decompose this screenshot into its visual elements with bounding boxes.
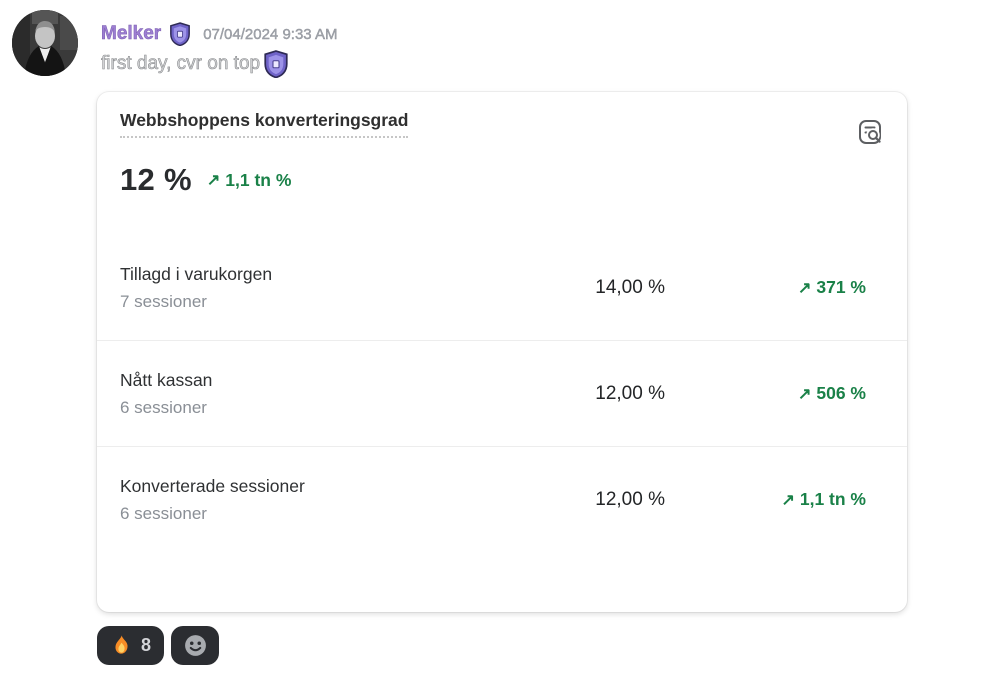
row-label: Nått kassan [120,369,213,390]
trend-up-arrow-icon: ↗ [781,491,795,509]
row-label: Konverterade sessioner [120,475,305,496]
trend-up-arrow-icon: ↗ [797,279,812,297]
message-text: first day, cvr on top [101,53,261,75]
row-sessions: 6 sessioner [120,503,207,523]
message-header: Melker 07/04/2024 9:33 AM [101,20,338,48]
trend-up-arrow-icon: ↗ [797,385,812,403]
row-change: ↗ 1,1 tn % [781,489,883,510]
reaction-fire[interactable]: 8 [97,626,165,665]
row-left: Konverterade sessioner 6 sessioner [120,476,515,524]
funnel-row-converted-sessions: Konverterade sessioner 6 sessioner 12,00… [97,446,907,552]
row-change: ↗ 506 % [798,383,883,404]
reaction-count: 8 [141,635,152,655]
row-change-value: 1,1 tn % [799,489,866,509]
row-value: 12,00 % [595,382,665,404]
add-reaction-button[interactable] [171,626,220,665]
row-value: 12,00 % [595,488,665,510]
row-sessions: 6 sessioner [120,397,207,417]
timestamp: 07/04/2024 9:33 AM [203,25,338,43]
metric-change-value: 1,1 tn % [225,169,292,190]
purple-shield-emoji [169,22,191,46]
row-change-value: 371 % [816,277,866,297]
funnel-row-reached-checkout: Nått kassan 6 sessioner 12,00 % ↗ 506 % [97,340,907,446]
trend-up-arrow-icon: ↗ [206,172,221,189]
row-left: Tillagd i varukorgen 7 sessioner [120,264,515,312]
row-change-value: 506 % [816,383,866,403]
metric-value: 12 % [120,162,192,197]
purple-shield-emoji[interactable] [263,50,289,78]
avatar[interactable] [12,10,78,76]
smiley-icon [183,633,208,658]
row-sessions: 7 sessioner [120,291,207,311]
avatar-portrait [12,10,78,76]
funnel-row-added-to-cart: Tillagd i varukorgen 7 sessioner 14,00 %… [97,235,907,340]
row-value: 14,00 % [595,276,665,298]
analytics-card[interactable]: Webbshoppens konverteringsgrad 12 % ↗ 1,… [97,92,907,612]
card-title[interactable]: Webbshoppens konverteringsgrad [120,110,409,138]
row-change: ↗ 371 % [798,277,883,298]
row-label: Tillagd i varukorgen [120,263,273,284]
metric-row: 12 % ↗ 1,1 tn % [120,162,291,198]
row-left: Nått kassan 6 sessioner [120,370,515,418]
card-header: Webbshoppens konverteringsgrad [120,110,885,147]
report-search-icon[interactable] [855,117,885,147]
fire-emoji [110,634,133,657]
funnel-rows: Tillagd i varukorgen 7 sessioner 14,00 %… [97,235,907,552]
username[interactable]: Melker [101,23,162,45]
metric-change: ↗ 1,1 tn % [207,170,292,191]
reactions-bar: 8 [97,626,220,665]
message-text-row: first day, cvr on top [101,48,289,80]
